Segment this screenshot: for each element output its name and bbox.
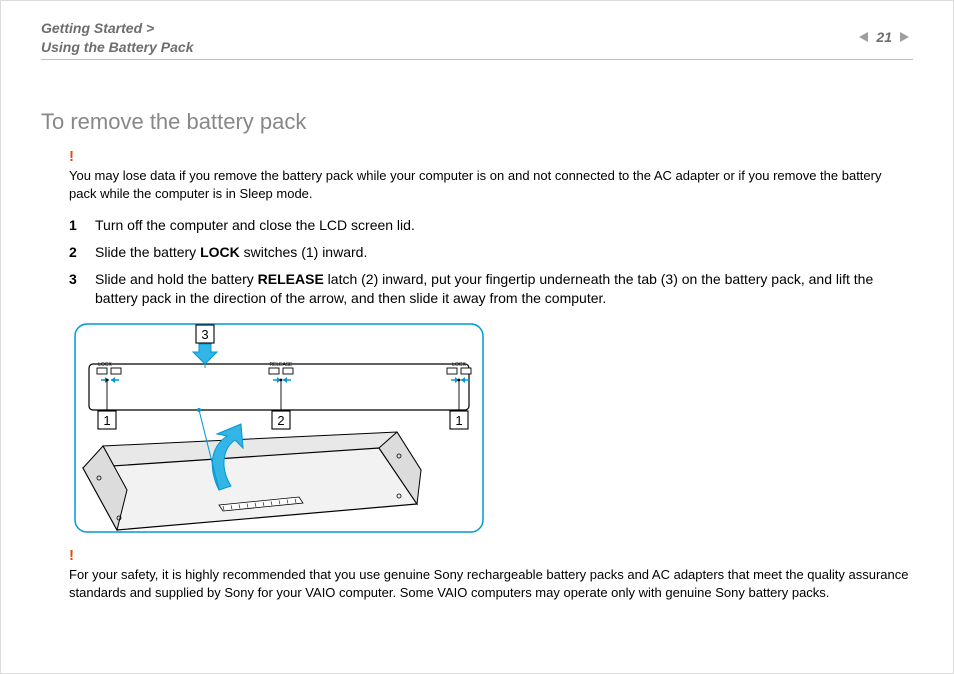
step-text: Slide and hold the battery RELEASE latch…	[95, 270, 909, 308]
header-divider	[41, 59, 913, 60]
step-number: 1	[69, 216, 83, 235]
step-2: 2 Slide the battery LOCK switches (1) in…	[69, 243, 909, 262]
svg-text:3: 3	[201, 327, 208, 342]
step-number: 2	[69, 243, 83, 262]
svg-text:LOCK: LOCK	[98, 362, 112, 368]
svg-text:RELEASE: RELEASE	[269, 362, 293, 368]
step-1: 1 Turn off the computer and close the LC…	[69, 216, 909, 235]
notice-top: You may lose data if you remove the batt…	[69, 167, 909, 202]
prev-page-icon[interactable]	[859, 32, 868, 42]
breadcrumb-line1: Getting Started >	[41, 20, 154, 36]
battery-removal-diagram: LOCK RELEASE LOCK 3 1 2 1	[69, 320, 489, 536]
next-page-icon[interactable]	[900, 32, 909, 42]
step-3: 3 Slide and hold the battery RELEASE lat…	[69, 270, 909, 308]
notice-bottom: For your safety, it is highly recommende…	[69, 566, 909, 601]
step-text: Slide the battery LOCK switches (1) inwa…	[95, 243, 909, 262]
svg-text:2: 2	[277, 413, 284, 428]
breadcrumb: Getting Started > Using the Battery Pack	[41, 19, 913, 57]
svg-text:1: 1	[103, 413, 110, 428]
page-number: 21	[876, 29, 892, 45]
warning-icon: !	[69, 147, 909, 167]
step-number: 3	[69, 270, 83, 289]
warning-icon: !	[69, 546, 909, 566]
step-text: Turn off the computer and close the LCD …	[95, 216, 909, 235]
page-number-nav: 21	[859, 29, 909, 45]
section-title: To remove the battery pack	[41, 109, 306, 135]
breadcrumb-line2: Using the Battery Pack	[41, 39, 194, 55]
svg-text:LOCK: LOCK	[452, 362, 466, 368]
svg-text:1: 1	[455, 413, 462, 428]
